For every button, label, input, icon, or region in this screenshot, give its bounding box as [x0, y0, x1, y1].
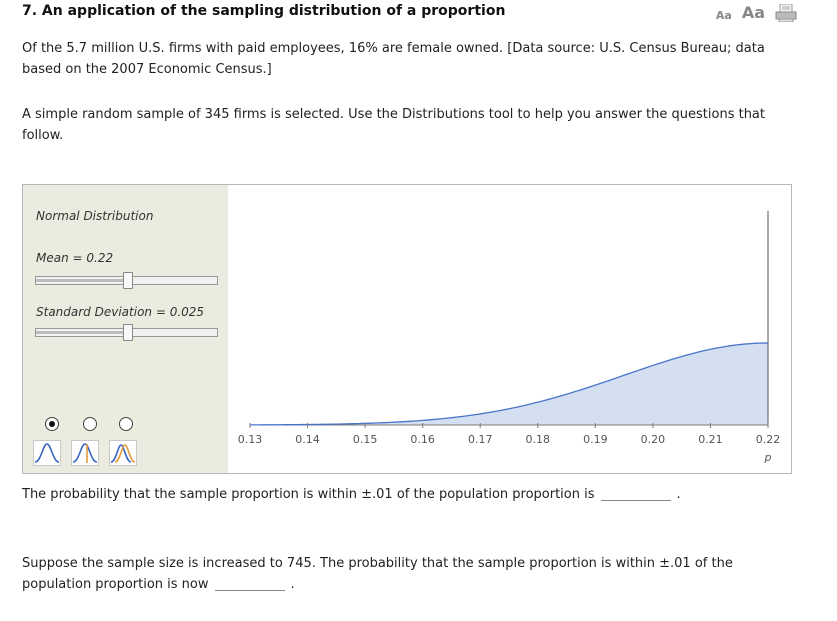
mean-slider-thumb[interactable]: [122, 272, 133, 289]
x-tick-label: 0.20: [641, 433, 666, 446]
question-tools: Aa Aa: [715, 3, 797, 23]
font-size-increase-button[interactable]: Aa: [741, 3, 765, 22]
mean-label: Mean = 0.22: [36, 251, 114, 265]
instructions-line: follow.: [22, 128, 64, 143]
x-tick-label: 0.16: [410, 433, 435, 446]
distribution-plot[interactable]: 0.13 0.14 0.15 0.16 0.17 0.18 0.19 0.20 0.21 0.22…: [228, 185, 791, 473]
single-curve-icon[interactable]: [33, 440, 61, 466]
question-1-suffix: .: [676, 487, 681, 502]
intro-paragraph: Of the 5.7 million U.S. firms with paid …: [22, 38, 765, 80]
question-1-text: The probability that the sample proporti…: [22, 487, 595, 502]
x-tick-label: 0.18: [526, 433, 551, 446]
x-tick-label: 0.22: [756, 433, 781, 446]
font-size-decrease-button[interactable]: Aa: [715, 9, 732, 22]
question-1: The probability that the sample proporti…: [22, 484, 681, 505]
intro-line: Of the 5.7 million U.S. firms with paid …: [22, 41, 765, 56]
question-2-line: Suppose the sample size is increased to …: [22, 556, 733, 571]
x-tick-label: 0.13: [238, 433, 263, 446]
sd-label: Standard Deviation = 0.025: [36, 305, 205, 319]
instructions-paragraph: A simple random sample of 345 firms is s…: [22, 104, 765, 146]
question-title: 7. An application of the sampling distri…: [22, 3, 506, 19]
print-icon[interactable]: [775, 3, 797, 23]
x-axis-symbol: p: [764, 451, 772, 464]
intro-line: based on the 2007 Economic Census.]: [22, 62, 272, 77]
x-tick-label: 0.14: [295, 433, 320, 446]
distribution-chart: 0.13 0.14 0.15 0.16 0.17 0.18 0.19 0.20 0.21 0.22…: [238, 211, 781, 464]
answer-blank-1[interactable]: [600, 486, 671, 501]
question-2-suffix: .: [290, 577, 295, 592]
x-tick-label: 0.21: [698, 433, 723, 446]
density-fill: [250, 343, 768, 425]
distributions-tool: Normal Distribution Mean = 0.22 Standard…: [22, 184, 792, 474]
distribution-name: Normal Distribution: [36, 209, 154, 223]
sd-slider-thumb[interactable]: [122, 324, 133, 341]
sd-slider[interactable]: [35, 324, 218, 341]
x-tick-label: 0.19: [583, 433, 608, 446]
question-2: Suppose the sample size is increased to …: [22, 553, 733, 595]
left-tail-curve-icon[interactable]: [71, 440, 99, 466]
two-curves-icon[interactable]: [109, 440, 137, 466]
answer-blank-2[interactable]: [214, 576, 285, 591]
question-2-line-2: population proportion is now.: [22, 574, 733, 595]
question-2-text: population proportion is now: [22, 577, 209, 592]
instructions-line: A simple random sample of 345 firms is s…: [22, 107, 765, 122]
mean-slider[interactable]: [35, 272, 218, 289]
mode-radio-single[interactable]: [45, 417, 59, 431]
mode-radio-left-tail[interactable]: [83, 417, 97, 431]
x-tick-label: 0.17: [468, 433, 493, 446]
mean-slider-fill: [36, 279, 127, 282]
tool-control-panel: Normal Distribution Mean = 0.22 Standard…: [23, 185, 228, 473]
x-tick-label: 0.15: [353, 433, 378, 446]
mode-radio-two-curves[interactable]: [119, 417, 133, 431]
sd-slider-fill: [36, 331, 127, 334]
density-curve: [249, 342, 769, 426]
